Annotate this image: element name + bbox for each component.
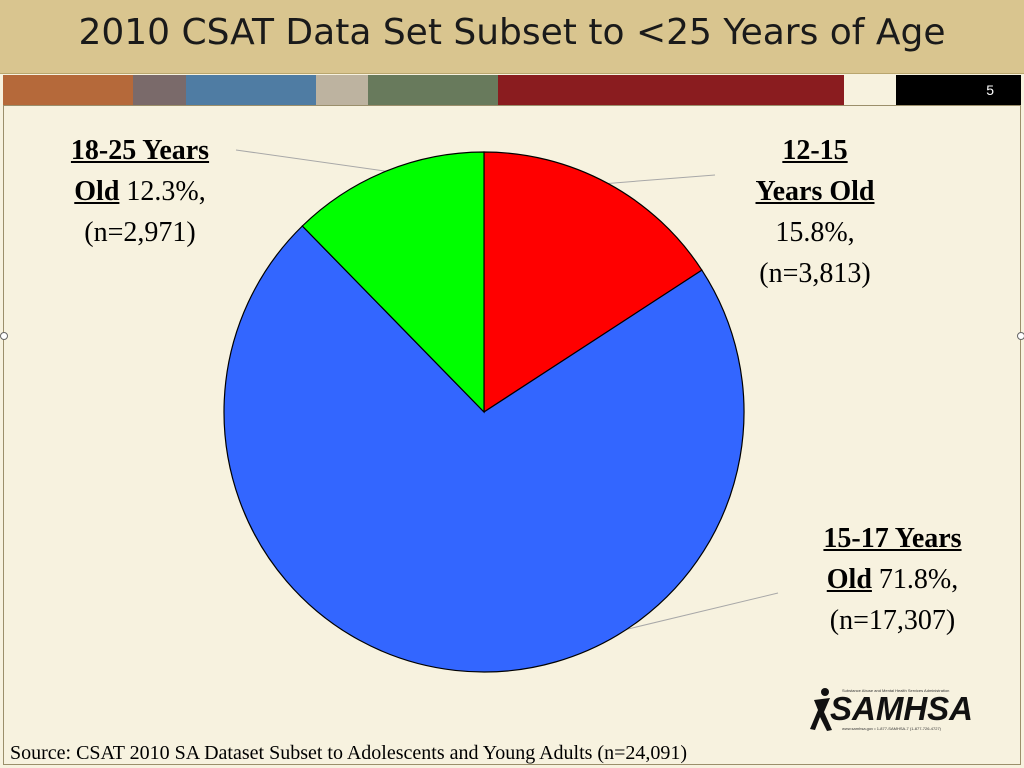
stripe-segment <box>186 75 316 105</box>
label-15-17: 15-17 Years Old 71.8%, (n=17,307) <box>790 518 995 641</box>
stripe-segment <box>368 75 498 105</box>
leader-line <box>607 174 716 184</box>
label-18-25-percent: 12.3%, <box>126 176 206 207</box>
label-18-25-header-line2: Old <box>74 176 120 207</box>
label-15-17-n: (n=17,307) <box>829 605 956 636</box>
label-15-17-header-line1: 15-17 Years <box>823 523 962 554</box>
logo-wordmark: SAMHSA <box>830 690 974 727</box>
pie-slice-15-17 <box>223 225 745 673</box>
resize-handle-left[interactable] <box>0 332 8 340</box>
label-18-25-header-line1: 18-25 Years <box>70 135 210 166</box>
label-18-25: 18-25 Years Old 12.3%, (n=2,971) <box>40 130 240 253</box>
label-12-15-header-line2: Years Old <box>755 176 875 207</box>
logo-tagline: Substance Abuse and Mental Health Servic… <box>842 688 950 693</box>
label-12-15-header-line1: 12-15 <box>782 135 848 166</box>
slide-title: 2010 CSAT Data Set Subset to <25 Years o… <box>78 12 946 53</box>
samhsa-logo: Substance Abuse and Mental Health Servic… <box>808 684 980 736</box>
logo-contact: www.samhsa.gov • 1-877-SAMHSA-7 (1-877-7… <box>842 726 941 731</box>
label-12-15-percent: 15.8%, <box>775 217 855 248</box>
pie-slices <box>223 151 745 673</box>
stripe-segment <box>844 75 896 105</box>
slide-number: 5 <box>986 82 994 98</box>
stripe-segment <box>896 75 1021 105</box>
title-bar: 2010 CSAT Data Set Subset to <25 Years o… <box>0 0 1024 74</box>
label-15-17-percent: 71.8%, <box>878 564 959 595</box>
pie-slice-12-15 <box>483 151 703 414</box>
stripe-segment <box>133 75 186 105</box>
label-18-25-n: (n=2,971) <box>84 217 196 248</box>
label-12-15-n: (n=3,813) <box>759 258 871 289</box>
leader-line <box>235 149 386 172</box>
label-15-17-header-line2: Old <box>826 564 872 595</box>
content-frame <box>3 105 1021 765</box>
person-icon <box>810 688 832 731</box>
stripe-segment <box>316 75 368 105</box>
stripe-segment <box>3 75 133 105</box>
resize-handle-right[interactable] <box>1017 332 1024 340</box>
source-note: Source: CSAT 2010 SA Dataset Subset to A… <box>10 742 688 764</box>
label-12-15: 12-15 Years Old 15.8%, (n=3,813) <box>720 130 910 294</box>
pie-slice-18-25 <box>301 151 485 414</box>
stripe-segment <box>498 75 844 105</box>
